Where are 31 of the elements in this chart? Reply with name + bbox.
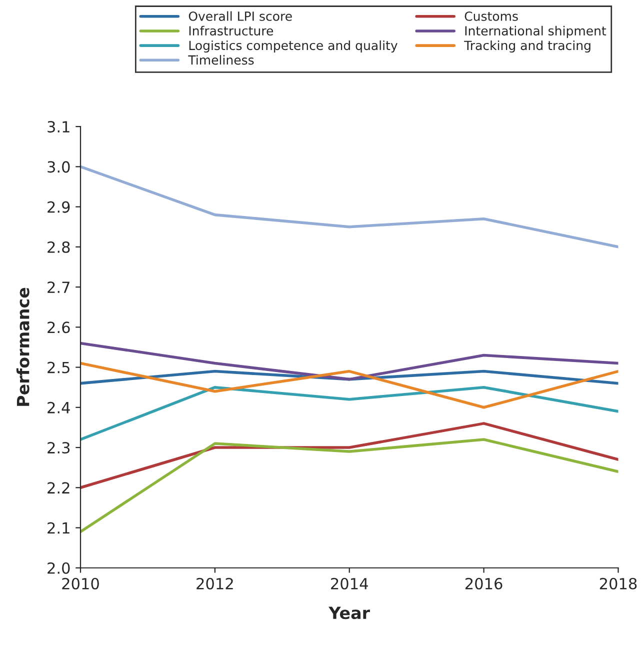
x-tick-label: 2016 [465, 578, 502, 590]
y-tick-label: 2.0 [48, 562, 70, 574]
y-tick-label: 3.0 [48, 161, 70, 173]
y-tick-label: 2.1 [48, 522, 70, 534]
y-tick-label: 2.7 [48, 282, 70, 293]
y-tick-label: 2.2 [48, 482, 70, 494]
legend-label: International shipment [465, 26, 606, 38]
y-tick-label: 2.6 [48, 322, 70, 334]
y-tick-label: 2.4 [48, 402, 70, 414]
line-series [80, 362, 618, 409]
x-tick-label: 2010 [62, 578, 99, 590]
legend-label: Infrastructure [189, 26, 274, 36]
line-series [80, 438, 618, 534]
line-series [80, 165, 618, 248]
legend-label: Overall LPI score [188, 11, 292, 21]
line-series [80, 342, 618, 381]
legend-label: Tracking and tracing [464, 40, 590, 53]
y-tick-label: 2.9 [48, 201, 70, 213]
legend-label: Customs [464, 11, 518, 21]
x-axis-title: Year [328, 606, 370, 620]
y-axis-title: Performance [16, 288, 30, 406]
x-tick-label: 2014 [331, 578, 368, 590]
y-tick-label: 2.3 [48, 442, 70, 454]
legend-label: Timeliness [188, 55, 254, 65]
legend-label: Logistics competence and quality [189, 40, 398, 53]
x-tick-label: 2018 [600, 578, 637, 590]
x-tick-label: 2012 [196, 578, 233, 590]
line-series [80, 386, 618, 441]
y-tick-label: 3.1 [48, 121, 70, 133]
y-tick-label: 2.5 [48, 362, 70, 374]
y-tick-label: 2.8 [48, 241, 70, 253]
